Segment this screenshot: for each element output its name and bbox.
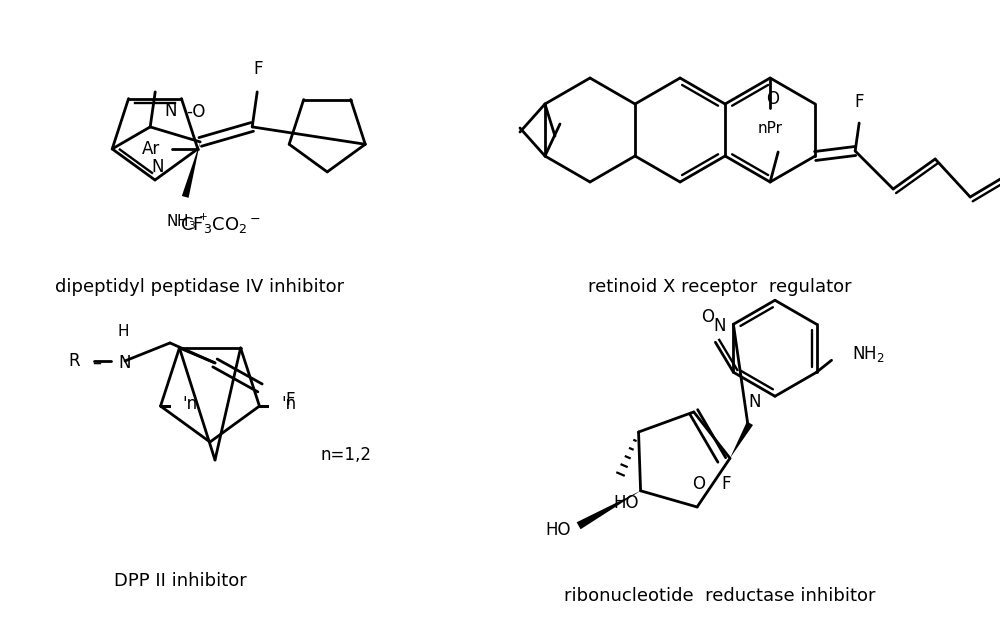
Text: N: N <box>749 393 761 411</box>
Text: CF$_3$CO$_2$$^-$: CF$_3$CO$_2$$^-$ <box>180 215 260 235</box>
Text: N: N <box>164 102 176 120</box>
Text: n=1,2: n=1,2 <box>320 446 371 464</box>
Text: F: F <box>285 391 294 409</box>
Text: N: N <box>152 158 164 176</box>
Text: –: – <box>92 354 101 372</box>
Polygon shape <box>182 142 200 198</box>
Text: F: F <box>253 60 263 78</box>
Text: O: O <box>693 475 706 493</box>
Text: dipeptidyl peptidase IV inhibitor: dipeptidyl peptidase IV inhibitor <box>55 278 345 296</box>
Text: DPP II inhibitor: DPP II inhibitor <box>114 572 246 590</box>
Text: 'n: 'n <box>281 395 297 413</box>
Text: ribonucleotide  reductase inhibitor: ribonucleotide reductase inhibitor <box>564 587 876 605</box>
Text: R: R <box>68 352 80 370</box>
Text: O: O <box>701 308 714 326</box>
Text: Ar: Ar <box>142 140 160 158</box>
Text: F: F <box>721 475 731 493</box>
Text: O: O <box>766 90 779 108</box>
Polygon shape <box>577 491 641 529</box>
Polygon shape <box>730 422 753 458</box>
Text: 'n: 'n <box>183 395 198 413</box>
Text: HO: HO <box>545 521 571 539</box>
Text: N: N <box>119 354 131 372</box>
Text: NH$_2$: NH$_2$ <box>852 344 884 365</box>
Text: retinoid X receptor  regulator: retinoid X receptor regulator <box>588 278 852 296</box>
Text: nPr: nPr <box>758 121 783 136</box>
Text: N: N <box>713 317 725 335</box>
Text: NH$_3$$^+$: NH$_3$$^+$ <box>166 211 208 231</box>
Text: F: F <box>854 93 864 111</box>
Text: H: H <box>117 324 129 339</box>
Text: -O: -O <box>186 102 206 120</box>
Text: HO: HO <box>614 494 639 512</box>
